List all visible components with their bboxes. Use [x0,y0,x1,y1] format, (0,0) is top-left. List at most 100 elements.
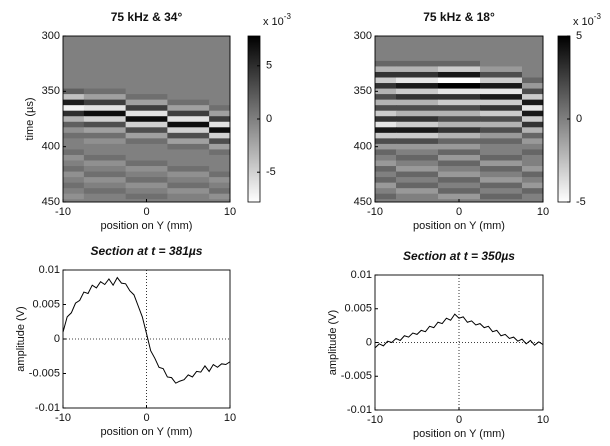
heat-cell [63,160,85,167]
heat-cell [480,66,523,73]
heat-cell [83,60,127,67]
heat-cell [438,60,481,67]
heat-cell [375,60,397,67]
heat-cell [167,66,210,73]
x-tick-label: 10 [224,206,236,218]
heat-cell [522,60,544,67]
heat-cell [438,138,481,145]
y-tick-label: 350 [354,85,372,97]
heat-cell [83,36,127,40]
heat-cell [167,49,210,56]
heat-cell [83,55,127,62]
heat-cell [522,116,544,123]
heat-cell [125,55,168,62]
heat-cell [209,71,231,78]
heat-cell [63,71,85,78]
heat-cell [83,154,127,161]
x-tick-label: -10 [55,412,71,424]
y-tick-label: -0.01 [347,404,372,416]
heat-cell [63,94,85,101]
heat-cell [438,132,481,139]
heat-cell [396,88,439,95]
heat-cell [480,105,523,112]
x-tick-label: 0 [143,206,149,218]
heat-cell [167,199,210,203]
heat-cell [375,188,397,195]
heat-cell [63,182,85,189]
heat-cell [167,44,210,51]
heat-cell [209,182,231,189]
heat-cell [209,110,231,117]
heat-cell [438,127,481,134]
heat-cell [125,116,168,123]
heat-cell [396,71,439,78]
heat-cell [167,121,210,128]
heat-cell [396,110,439,117]
heat-cell [83,193,127,200]
heat-cell [396,154,439,161]
panel: -10 0 10 0.01 0.005 0 -0.005 -0.01 Section at t … [15,244,236,438]
heat-cell [375,49,397,56]
heat-cell [375,105,397,112]
heat-cell [522,154,544,161]
heat-cell [522,36,544,40]
heat-cell [83,143,127,150]
heat-cell [209,160,231,167]
heat-cell [63,44,85,51]
heat-cell [438,171,481,178]
heat-cell [209,77,231,84]
y-tick-label: 0.01 [351,269,372,281]
heat-cell [209,83,231,90]
heat-cell [438,166,481,173]
heat-cell [209,116,231,123]
heat-cell [167,149,210,156]
heat-cell [438,55,481,62]
heat-cell [438,94,481,101]
heat-cell [167,154,210,161]
exponent-power: -3 [594,12,602,21]
colorbar-tick-label: 5 [266,60,272,72]
heat-cell [375,171,397,178]
heat-cell [522,110,544,117]
heat-cell [375,121,397,128]
x-axis-label: position on Y (mm) [101,220,193,232]
exponent-base: x 10 [263,16,284,28]
heat-cell [480,99,523,106]
heat-cell [480,149,523,156]
heat-cell [125,36,168,40]
heat-cell [480,138,523,145]
heat-cell [63,55,85,62]
colorbar-tick-label: -5 [266,166,276,178]
heat-cell [83,116,127,123]
heat-cell [522,83,544,90]
heat-cell [375,193,397,200]
heat-cell [209,188,231,195]
heat-cell [83,44,127,51]
y-tick-label: 0.01 [39,264,60,276]
heat-cell [167,110,210,117]
heat-cell [480,44,523,51]
heat-cell [83,38,127,45]
heat-cell [83,127,127,134]
heat-cell [396,99,439,106]
y-axis-label: amplitude (V) [15,306,27,371]
heat-cell [63,121,85,128]
heat-cell [396,44,439,51]
heat-cell [438,188,481,195]
heat-cell [375,116,397,123]
heat-cell [480,171,523,178]
heat-cell [83,121,127,128]
heat-cell [63,83,85,90]
heat-cell [83,160,127,167]
y-tick-label: 350 [42,85,60,97]
heat-cell [480,83,523,90]
colorbar-tick-label: 0 [576,113,582,125]
heat-cell [522,105,544,112]
heat-cell [209,127,231,134]
data-line [62,276,231,384]
heat-cell [83,188,127,195]
heat-cell [63,171,85,178]
heat-cell [375,66,397,73]
heat-cell [167,94,210,101]
heat-cell [375,110,397,117]
